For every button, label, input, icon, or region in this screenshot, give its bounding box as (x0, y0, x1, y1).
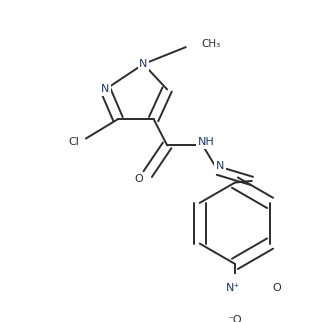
Text: O: O (272, 283, 281, 293)
Text: N: N (139, 59, 148, 69)
Text: ⁻O: ⁻O (227, 315, 242, 322)
Text: N: N (215, 161, 224, 171)
Text: N⁺: N⁺ (226, 283, 240, 293)
Text: Cl: Cl (68, 137, 79, 147)
Text: NH: NH (198, 137, 214, 147)
Text: O: O (135, 174, 144, 184)
Text: N: N (101, 84, 110, 94)
Text: CH₃: CH₃ (201, 39, 220, 49)
